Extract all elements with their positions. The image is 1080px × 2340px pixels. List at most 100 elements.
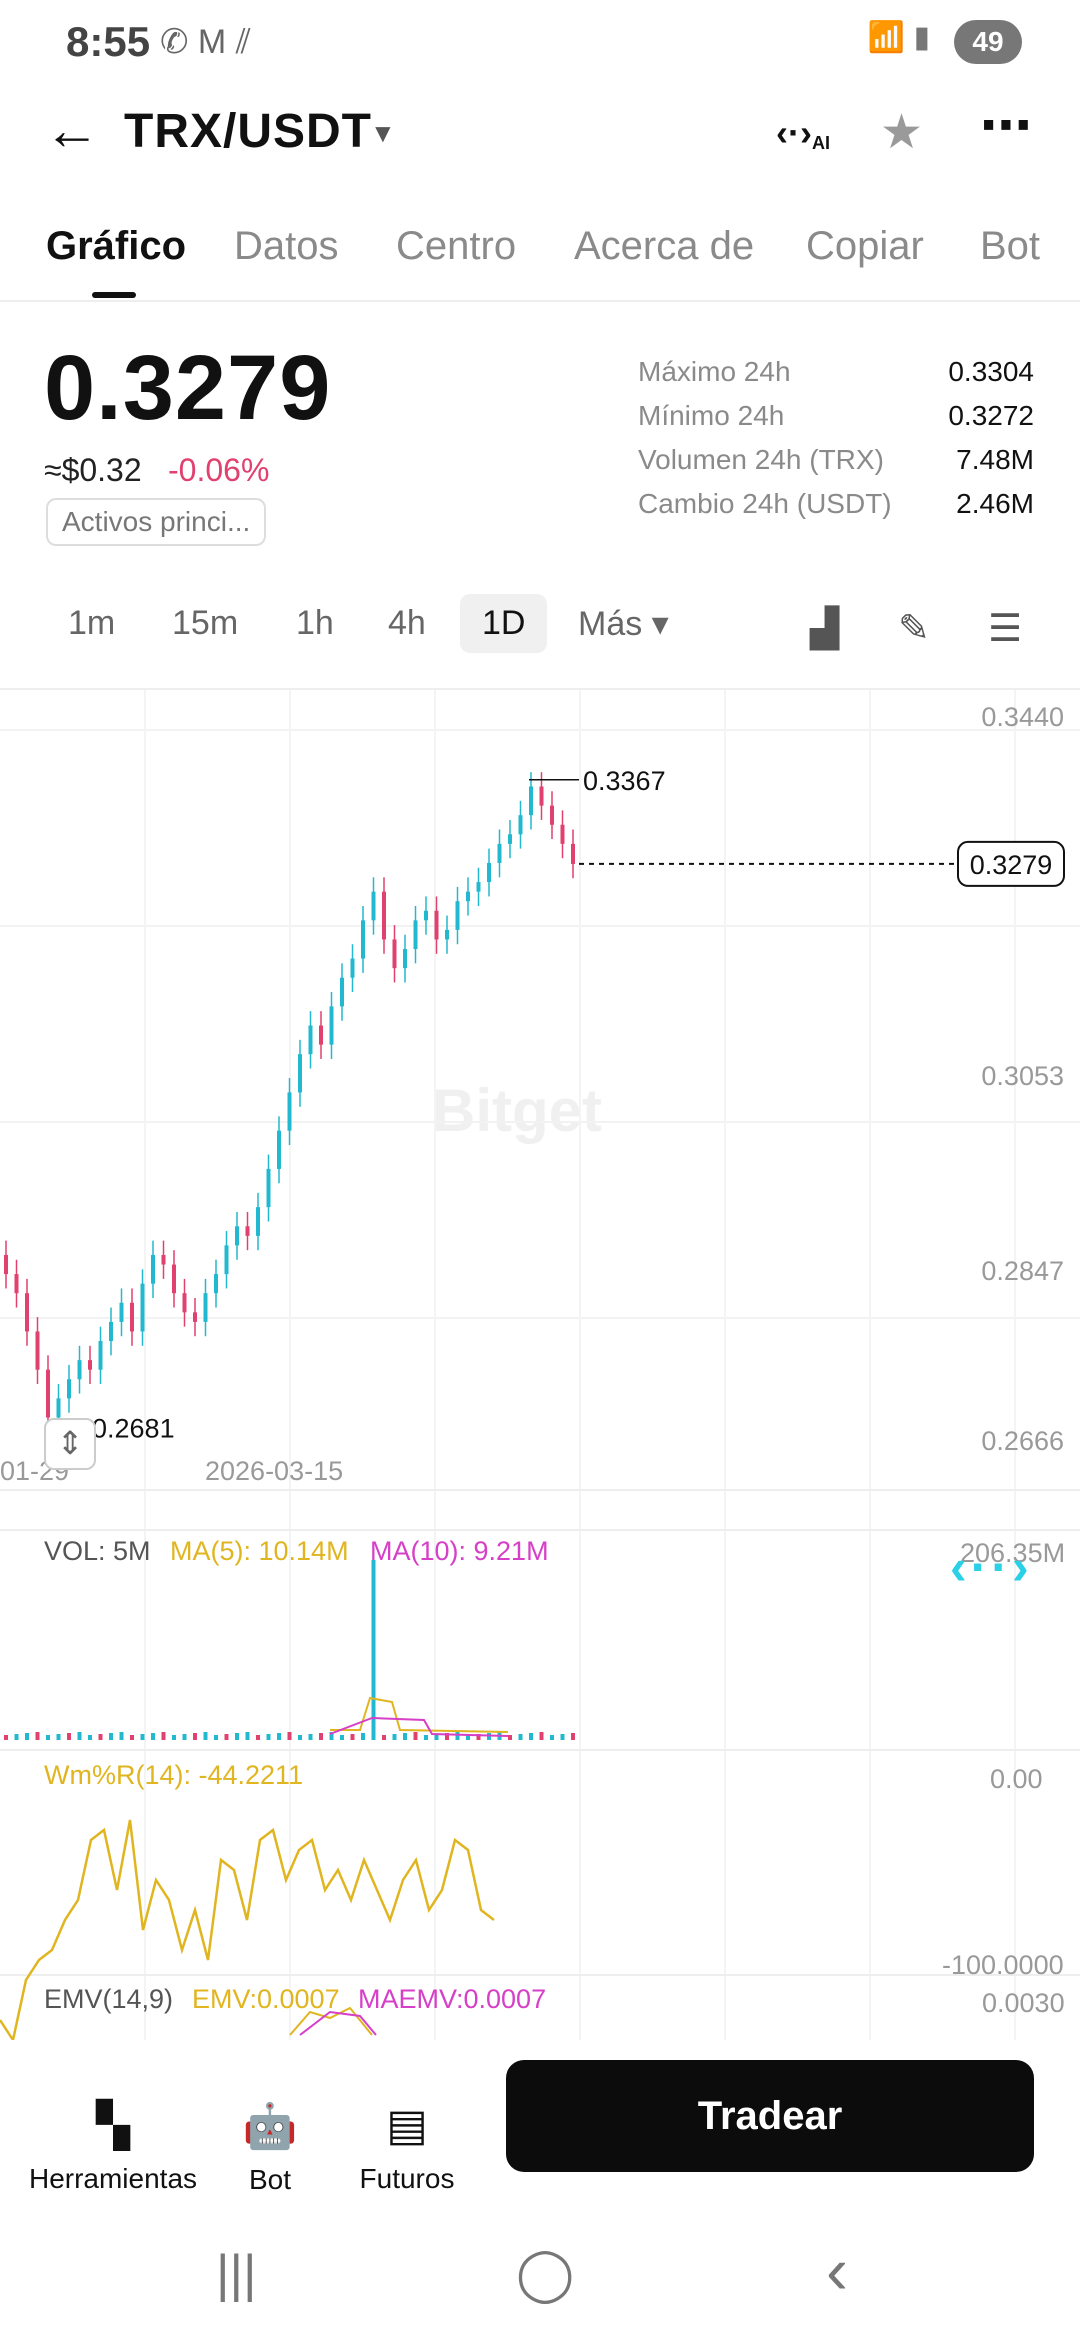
futures-label: Futuros	[359, 2163, 455, 2194]
candle-body	[56, 1398, 61, 1418]
usd-equivalent: ≈$0.32	[44, 452, 142, 488]
chart-type-icon[interactable]: ▟	[810, 608, 840, 650]
futures-button[interactable]: ▤ Futuros	[352, 2100, 462, 2195]
volume-bar	[214, 1735, 218, 1740]
volume-bar	[466, 1735, 470, 1740]
pair-dropdown-caret-icon[interactable]: ▼	[370, 118, 396, 148]
candle-body	[434, 910, 439, 940]
candle-body	[140, 1283, 145, 1332]
volume-bar	[361, 1733, 365, 1740]
chart-settings-icon[interactable]: ☰	[988, 608, 1023, 650]
section-tabs: Gráfico Datos Centro Acerca de Copiar Bo…	[0, 224, 1080, 300]
candle-body	[424, 910, 428, 921]
volume-bar	[35, 1732, 40, 1740]
volume-bar	[224, 1734, 229, 1740]
chart-scale-handle-icon[interactable]: ⇕	[44, 1418, 96, 1470]
volume-bar	[455, 1732, 460, 1740]
drawing-tool-icon[interactable]: ✎	[898, 608, 930, 650]
candle-body	[245, 1226, 250, 1236]
tools-button[interactable]: ▚ Herramientas	[28, 2100, 198, 2195]
volume-bar	[508, 1735, 512, 1740]
futures-icon: ▤	[386, 2101, 428, 2150]
stat-value: 0.3272	[948, 400, 1034, 431]
bot-button[interactable]: 🤖 Bot	[230, 2100, 310, 2196]
timeframe-1m[interactable]: 1m	[68, 604, 116, 642]
tab-datos[interactable]: Datos	[234, 224, 339, 268]
tabs-divider	[0, 300, 1080, 302]
stat-value: 2.46M	[956, 488, 1034, 519]
asset-category-tag[interactable]: Activos princi...	[46, 498, 267, 546]
tab-grafico[interactable]: Gráfico	[46, 224, 187, 268]
bot-label: Bot	[248, 2164, 292, 2195]
candle-body	[193, 1312, 197, 1322]
volume-bar	[161, 1732, 166, 1740]
volume-bar	[340, 1735, 344, 1740]
candle-body	[224, 1245, 229, 1275]
maemv-value: MAEMV:0.0007	[358, 1984, 547, 2014]
volume-bar	[245, 1732, 250, 1740]
candle-body	[172, 1264, 176, 1294]
candle-body	[560, 824, 565, 844]
candle-body	[371, 891, 376, 921]
candle-body	[25, 1293, 29, 1332]
timeframe-more-dropdown[interactable]: Más ▾	[578, 605, 669, 643]
volume-bar	[413, 1732, 418, 1740]
chart-navigation-arrows-icon[interactable]: ‹··›	[950, 1539, 1033, 1595]
candle-body	[319, 1025, 323, 1045]
candle-body	[403, 949, 407, 969]
candle-body	[14, 1274, 19, 1294]
tab-centro[interactable]: Centro	[396, 224, 517, 268]
volume-bar	[172, 1735, 176, 1740]
timeframe-15m[interactable]: 15m	[172, 604, 239, 642]
volume-bar	[25, 1733, 29, 1740]
candle-body	[266, 1168, 271, 1208]
candle-body	[203, 1293, 208, 1322]
active-tab-indicator	[92, 292, 136, 298]
stat-row: Máximo 24h 0.3304	[638, 356, 1034, 400]
recent-apps-icon[interactable]: |||	[216, 2245, 257, 2303]
chart-top-divider	[0, 688, 1080, 690]
trade-button[interactable]: Tradear	[506, 2060, 1034, 2172]
candle-body	[235, 1226, 239, 1246]
volume-bar	[88, 1735, 92, 1740]
stat-label: Cambio 24h (USDT)	[638, 488, 892, 519]
candle-body	[161, 1254, 166, 1265]
volume-bar	[445, 1733, 449, 1740]
more-options-icon[interactable]: ⋯	[980, 97, 1034, 155]
ai-assistant-icon[interactable]: ‹·›AI	[776, 112, 830, 153]
high-marker-label: 0.3367	[583, 766, 666, 796]
candle-body	[413, 920, 418, 950]
timeframe-1h[interactable]: 1h	[296, 604, 334, 642]
trading-pair-title[interactable]: TRX/USDT	[124, 105, 372, 158]
candle-body	[518, 815, 523, 835]
tab-copiar[interactable]: Copiar	[806, 224, 924, 268]
candle-body	[539, 786, 544, 806]
williams-r-bottom: -100.0000	[942, 1950, 1064, 1980]
tab-bot[interactable]: Bot	[980, 224, 1041, 268]
volume-bar	[350, 1734, 355, 1740]
volume-bar	[151, 1733, 155, 1740]
home-icon[interactable]: ◯	[516, 2245, 575, 2303]
stat-row: Cambio 24h (USDT) 2.46M	[638, 488, 1034, 532]
signal-icons: 📶 ▮	[867, 21, 930, 54]
timeframe-1d[interactable]: 1D	[460, 594, 548, 653]
system-back-icon[interactable]: ‹	[826, 2233, 848, 2307]
volume-bar	[77, 1732, 82, 1740]
volume-bar	[392, 1734, 397, 1740]
volume-bar	[329, 1732, 334, 1740]
stat-row: Mínimo 24h 0.3272	[638, 400, 1034, 444]
timeframe-4h[interactable]: 4h	[388, 604, 426, 642]
candle-body	[487, 862, 491, 883]
tab-acerca-de[interactable]: Acerca de	[574, 224, 755, 268]
candle-body	[329, 1006, 334, 1045]
back-arrow-icon[interactable]: ←	[44, 98, 100, 161]
candle-body	[35, 1331, 40, 1370]
williams-r-label: Wm%R(14): -44.2211	[44, 1760, 304, 1790]
y-axis-label: 0.2666	[981, 1426, 1064, 1456]
candle-body	[88, 1360, 92, 1370]
favorite-star-icon[interactable]: ★	[880, 106, 924, 159]
candle-body	[130, 1302, 134, 1332]
volume-bar	[308, 1734, 313, 1740]
battery-indicator: 49	[954, 20, 1022, 64]
